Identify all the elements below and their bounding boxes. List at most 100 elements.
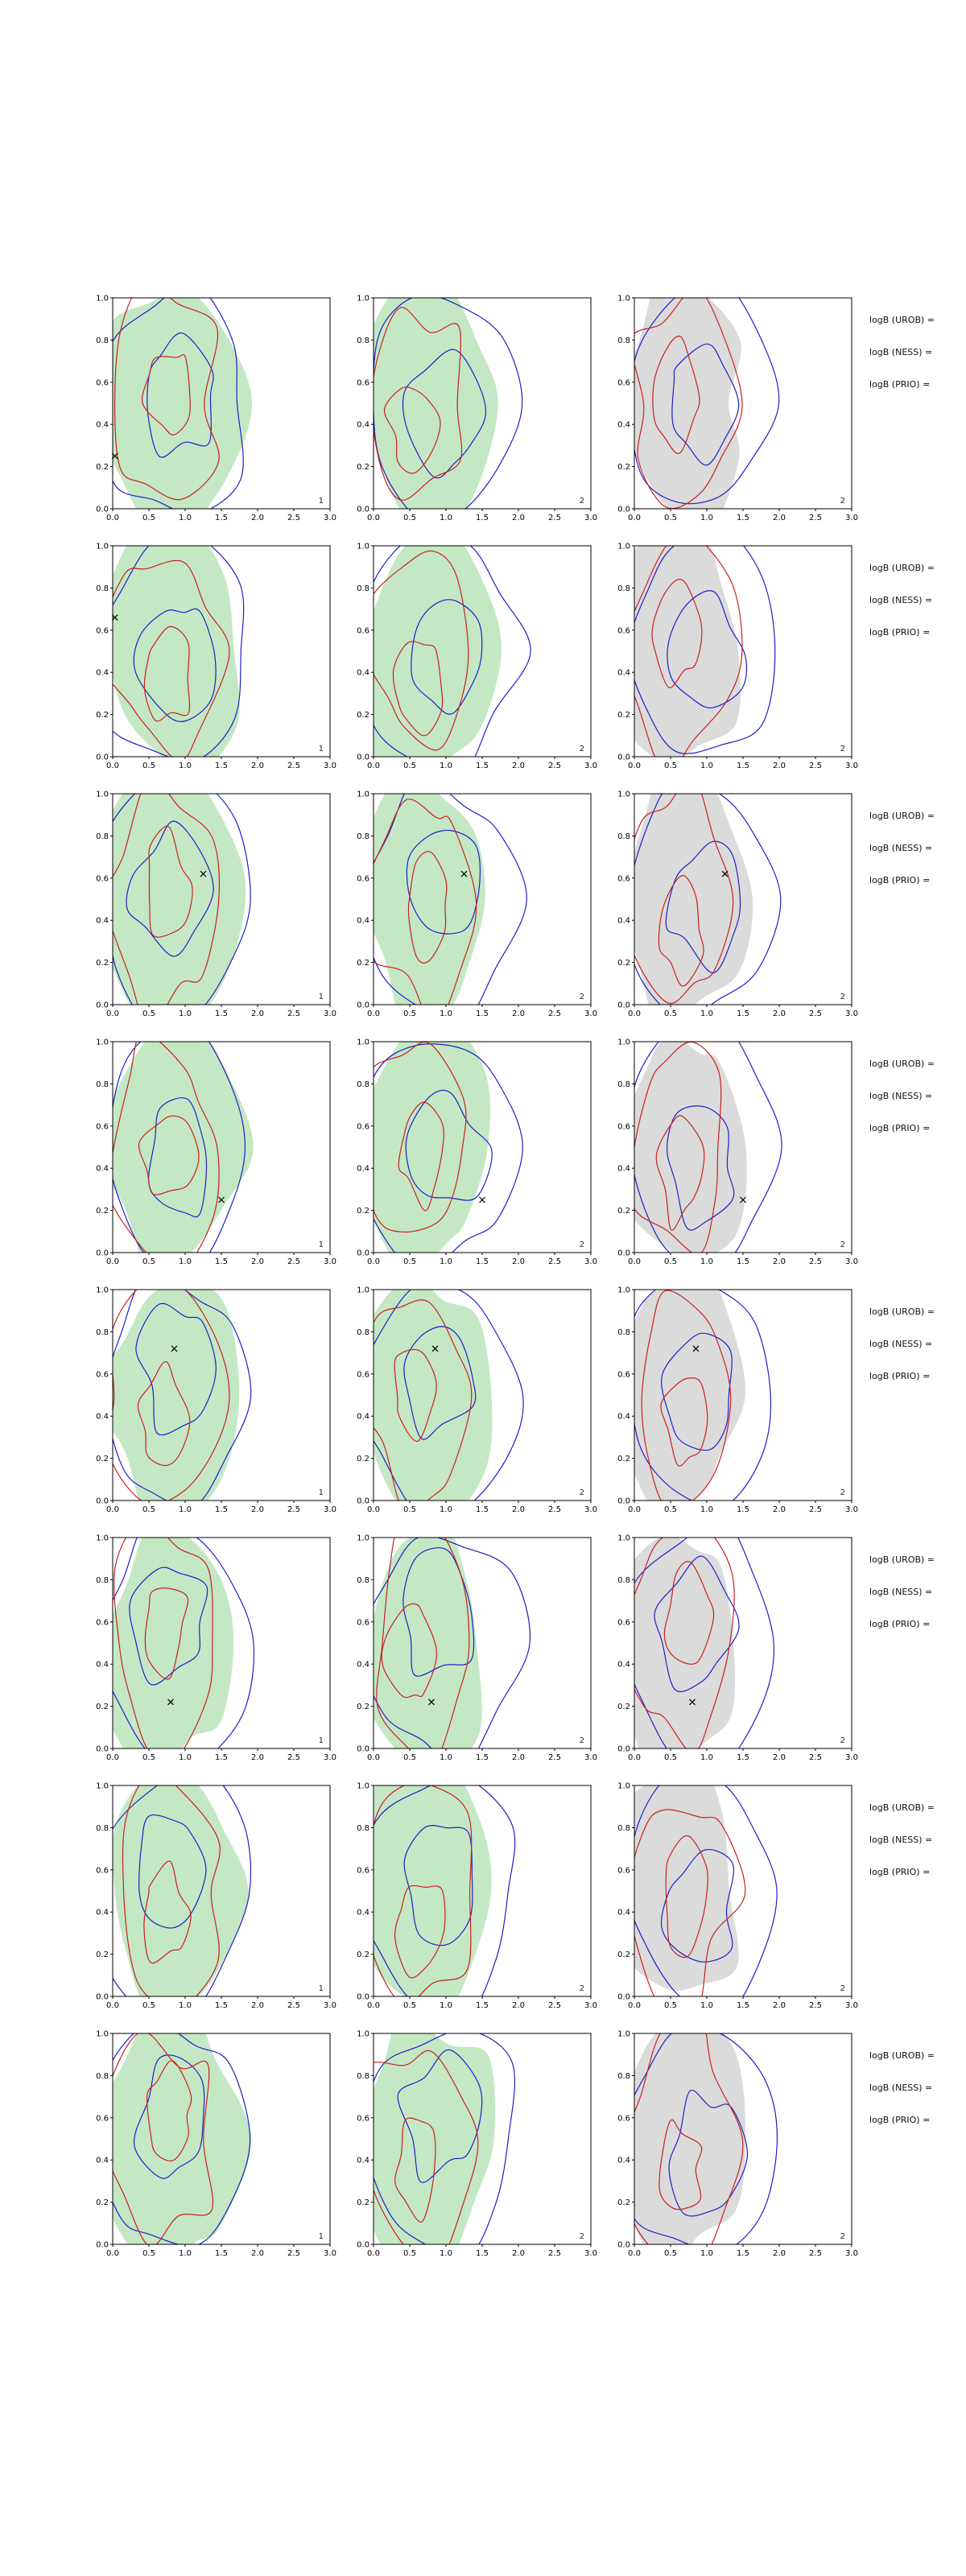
x-tick-label: 2.0 (773, 2249, 786, 2258)
blue-contour-inner (654, 1555, 740, 1693)
x-tick-label: 2.5 (287, 762, 300, 770)
x-tick-label: 0.0 (628, 1257, 641, 1266)
contour-panel: 0.0 0.5 1.0 1.5 2.0 2.5 3.0 0.0 0.2 0.4 0.6 0.8 1.0 1 (96, 543, 336, 771)
red-contour-outer (113, 1042, 220, 1253)
y-tick-label: 0.4 (357, 2157, 369, 2165)
y-tick-label: 0.2 (357, 959, 369, 968)
y-tick-label: 0.0 (96, 1993, 109, 2002)
x-tick-label: 2.0 (773, 2001, 786, 2010)
y-tick-label: 0.2 (357, 2198, 369, 2207)
green-density-fill (113, 2033, 252, 2244)
y-tick-label: 1.0 (357, 791, 369, 799)
x-tick-label: 2.5 (548, 1009, 561, 1018)
logb-annotation-line: logB (PRIO) = (869, 627, 931, 638)
y-tick-label: 1.0 (96, 1038, 109, 1047)
logb-annotation-line: logB (UROB) = (869, 1554, 935, 1565)
y-tick-label: 0.4 (357, 1165, 369, 1174)
x-tick-label: 1.5 (215, 2001, 228, 2010)
x-tick-label: 3.0 (324, 1505, 336, 1514)
y-tick-label: 1.0 (96, 1286, 109, 1295)
y-tick-label: 0.2 (96, 959, 109, 968)
red-contour-outer (634, 1809, 746, 1996)
x-tick-label: 1.0 (440, 1009, 452, 1018)
x-tick-label: 2.5 (287, 1753, 300, 1762)
x-tick-label: 2.0 (251, 1009, 264, 1018)
contour-plot-area (374, 1290, 524, 1501)
panel-index-label: 2 (580, 497, 584, 506)
x-tick-label: 0.5 (664, 2249, 677, 2258)
red-contour-outer (634, 1538, 735, 1748)
y-tick-label: 0.8 (96, 2072, 109, 2081)
x-tick-label: 1.0 (440, 514, 452, 522)
x-tick-label: 1.0 (179, 2249, 192, 2258)
red-contour-inner (138, 1115, 200, 1195)
x-tick-label: 2.0 (251, 2001, 264, 2010)
y-tick-label: 1.0 (357, 1782, 369, 1791)
x-tick-label: 0.0 (106, 514, 119, 522)
y-tick-label: 0.0 (96, 1001, 109, 1010)
y-tick-label: 0.8 (357, 1824, 369, 1833)
y-tick-label: 1.0 (617, 1534, 630, 1543)
y-tick-label: 1.0 (617, 1286, 630, 1295)
y-tick-label: 0.6 (357, 1866, 369, 1875)
x-tick-label: 2.5 (548, 1753, 561, 1762)
logb-annotation-line: logB (PRIO) = (869, 1123, 931, 1133)
x-tick-label: 2.0 (773, 1753, 786, 1762)
y-tick-label: 0.2 (617, 2198, 630, 2207)
x-tick-label: 2.5 (287, 1009, 300, 1018)
contour-plot-area (374, 2033, 516, 2244)
contour-panel: 0.0 0.5 1.0 1.5 2.0 2.5 3.0 0.0 0.2 0.4 0.6 0.8 1.0 2 (617, 1038, 858, 1267)
y-tick-label: 0.6 (96, 874, 109, 883)
red-contour-inner (392, 641, 444, 737)
panel-index-label: 2 (840, 1488, 845, 1497)
y-tick-label: 0.0 (357, 1249, 369, 1258)
x-tick-label: 1.0 (700, 2249, 713, 2258)
y-tick-label: 0.8 (96, 1080, 109, 1089)
y-tick-label: 1.0 (617, 1038, 630, 1047)
x-tick-label: 2.0 (251, 514, 264, 522)
x-tick-label: 3.0 (324, 762, 336, 770)
x-marker (428, 1699, 435, 1706)
logb-annotation-line: logB (NESS) = (869, 347, 933, 357)
x-tick-label: 0.0 (367, 1753, 380, 1762)
y-tick-label: 0.8 (96, 336, 109, 345)
y-tick-label: 0.2 (96, 1455, 109, 1463)
contour-panel: 0.0 0.5 1.0 1.5 2.0 2.5 3.0 0.0 0.2 0.4 0.6 0.8 1.0 2 (357, 791, 597, 1019)
red-contour-outer (113, 2033, 213, 2244)
red-contour-outer (113, 1290, 230, 1501)
red-contour-inner (394, 2117, 436, 2223)
red-contour-outer (634, 794, 734, 1005)
x-marker (479, 1196, 485, 1203)
y-tick-label: 1.0 (357, 2030, 369, 2039)
blue-contour-inner (668, 2089, 749, 2217)
contour-panel: 0.0 0.5 1.0 1.5 2.0 2.5 3.0 0.0 0.2 0.4 0.6 0.8 1.0 1 (96, 1038, 336, 1267)
y-tick-label: 0.0 (617, 1249, 630, 1258)
green-density-fill (374, 1290, 493, 1501)
x-tick-label: 0.5 (142, 762, 155, 770)
red-contour-outer (113, 559, 230, 757)
y-tick-label: 1.0 (96, 2030, 109, 2039)
x-tick-label: 0.0 (106, 2249, 119, 2258)
y-tick-label: 0.8 (617, 1576, 630, 1585)
x-tick-label: 0.0 (106, 762, 119, 770)
contour-panel: 0.0 0.5 1.0 1.5 2.0 2.5 3.0 0.0 0.2 0.4 0.6 0.8 1.0 1 (96, 2030, 336, 2259)
red-contour-inner (141, 353, 191, 436)
y-tick-label: 1.0 (96, 1534, 109, 1543)
x-tick-label: 1.0 (440, 2249, 452, 2258)
y-tick-label: 0.8 (357, 584, 369, 593)
y-tick-label: 0.8 (617, 1080, 630, 1089)
x-tick-label: 2.5 (287, 514, 300, 522)
y-tick-label: 0.4 (617, 1661, 630, 1670)
red-contour-inner (148, 825, 193, 938)
x-tick-label: 2.5 (809, 514, 822, 522)
y-tick-label: 0.6 (96, 1618, 109, 1627)
red-contour-outer (374, 799, 477, 1005)
x-tick-label: 0.0 (628, 2249, 641, 2258)
x-tick-label: 1.0 (700, 1009, 713, 1018)
y-tick-label: 0.6 (96, 626, 109, 635)
x-tick-label: 1.5 (737, 514, 749, 522)
x-tick-label: 0.0 (367, 762, 380, 770)
blue-contour-inner (133, 2054, 205, 2179)
red-contour-inner (407, 851, 448, 964)
y-tick-label: 0.0 (357, 1497, 369, 1506)
